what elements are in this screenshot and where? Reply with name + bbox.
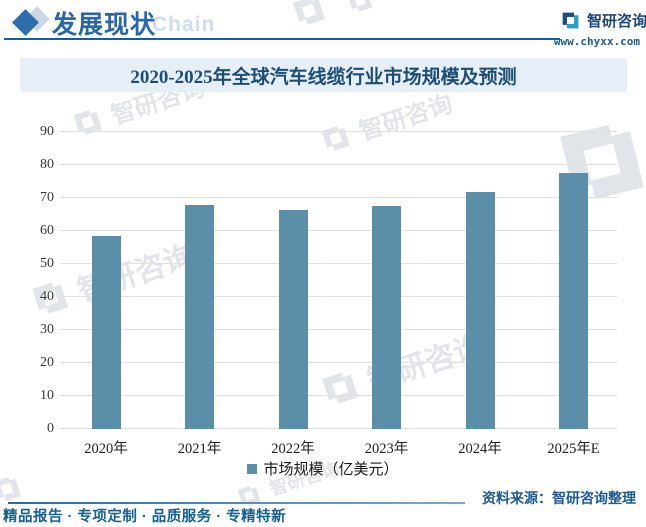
- x-tick-label: 2022年: [271, 441, 315, 457]
- y-tick-label: 0: [47, 421, 54, 436]
- section-diamond-icon: [12, 6, 50, 38]
- header-divider: [4, 38, 560, 40]
- x-axis: 2020年 2021年 2022年 2023年 2024年 2025年E: [60, 437, 617, 457]
- gridline: [60, 131, 617, 132]
- legend-swatch: [247, 463, 258, 474]
- x-tick-label: 2020年: [84, 441, 128, 457]
- bar-2022年: [278, 209, 308, 429]
- x-tick-label: 2021年: [177, 441, 222, 457]
- gridline: [60, 164, 617, 165]
- gridline: [60, 263, 617, 264]
- brand-url-link[interactable]: www.chyxx.com: [553, 35, 640, 48]
- gridline: [60, 197, 617, 198]
- bar-2020年: [91, 235, 121, 429]
- y-tick-label: 90: [40, 124, 54, 139]
- y-tick-label: 20: [40, 355, 54, 370]
- brand-logo-icon: [562, 12, 579, 29]
- gridline: [60, 395, 617, 396]
- legend-label: 市场规模（亿美元）: [263, 461, 399, 478]
- gridline: [60, 362, 617, 363]
- x-tick-label: 2023年: [364, 441, 409, 457]
- page-subtitle-watermark: Chain: [152, 13, 216, 36]
- y-tick-label: 60: [40, 223, 54, 238]
- bar-2024年: [465, 191, 495, 429]
- x-tick-label: 2025年E: [547, 441, 600, 457]
- gridline: [60, 296, 617, 297]
- bar-2023年: [372, 205, 401, 429]
- y-tick-label: 10: [40, 388, 54, 403]
- y-tick-label: 40: [40, 289, 54, 304]
- footer-divider: [8, 502, 465, 504]
- y-tick-label: 70: [40, 190, 54, 205]
- chart-title-banner: 2020-2025年全球汽车线缆行业市场规模及预测: [20, 58, 627, 92]
- y-axis: 0 10 20 30 40 50 60 70 80 90: [0, 124, 54, 436]
- bar-2025年E: [559, 173, 588, 429]
- plot-area: [60, 131, 617, 429]
- data-source-note: 资料来源：智研咨询整理: [482, 490, 636, 506]
- y-tick-label: 30: [40, 322, 54, 337]
- gridline: [60, 230, 617, 231]
- brand-watermark-icon: [344, 0, 377, 17]
- brand-logo: 智研咨询: [560, 10, 646, 31]
- brand-watermark-icon: [288, 0, 331, 32]
- x-tick-label: 2024年: [458, 441, 502, 457]
- footer-tagline: 精品报告 · 专项定制 · 品质服务 · 专精特新: [3, 509, 287, 525]
- chart-title: 2020-2025年全球汽车线缆行业市场规模及预测: [130, 66, 517, 88]
- bar-2021年: [185, 205, 214, 429]
- brand-name: 智研咨询: [587, 13, 646, 30]
- y-tick-label: 50: [40, 256, 54, 271]
- page-title: 发展现状: [52, 12, 157, 39]
- y-tick-label: 80: [40, 157, 54, 172]
- gridline: [60, 428, 617, 429]
- chart-legend: 市场规模（亿美元）: [0, 458, 646, 479]
- gridline: [60, 329, 617, 330]
